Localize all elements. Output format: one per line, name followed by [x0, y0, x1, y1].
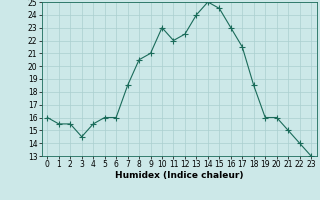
X-axis label: Humidex (Indice chaleur): Humidex (Indice chaleur)	[115, 171, 244, 180]
